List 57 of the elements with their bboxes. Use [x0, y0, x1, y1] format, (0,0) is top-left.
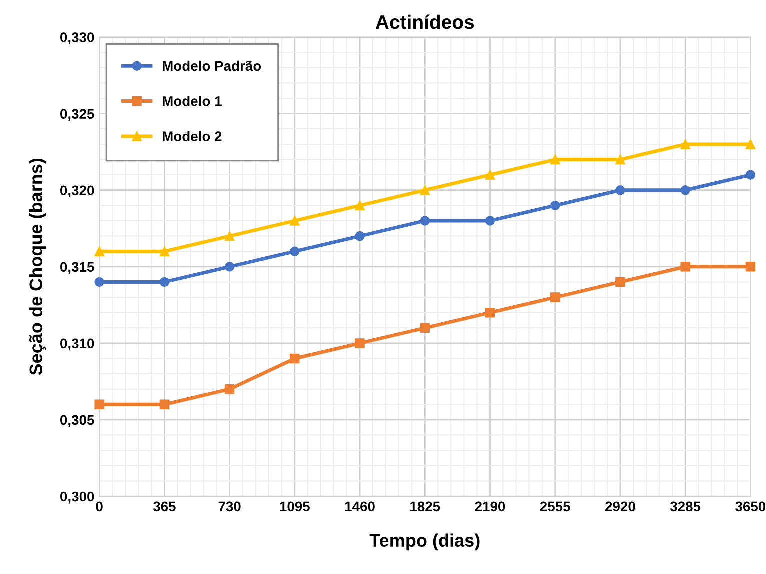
x-tick-label: 2555: [540, 502, 570, 512]
y-tick-label: 0,315: [60, 262, 94, 274]
legend-label: Modelo Padrão: [163, 60, 262, 72]
point: [224, 262, 235, 272]
point: [420, 216, 430, 226]
point: [420, 323, 430, 333]
y-tick-label: 0,305: [60, 415, 94, 428]
legend-label: Modelo 2: [163, 131, 222, 142]
x-tick-label: 1460: [345, 502, 375, 512]
point: [485, 170, 496, 180]
point: [160, 400, 170, 410]
y-tick-label: 0,330: [60, 32, 94, 44]
point: [94, 400, 104, 410]
y-axis-title: Seção de Choque (barns): [29, 158, 46, 376]
x-tick-label: 2920: [605, 502, 636, 512]
point: [550, 154, 560, 165]
x-tick-label: 2190: [475, 502, 506, 512]
point: [160, 277, 170, 288]
x-tick-label: 1095: [280, 502, 310, 512]
y-tick-label: 0,300: [60, 492, 94, 504]
point: [224, 384, 235, 394]
x-tick-label: 3650: [736, 502, 766, 512]
point: [94, 277, 104, 288]
point: [550, 200, 560, 211]
point: [680, 186, 690, 196]
point: [290, 354, 300, 364]
point: [355, 338, 365, 348]
point: [485, 308, 496, 318]
point: [746, 170, 756, 180]
y-tick-label: 0,310: [60, 338, 94, 351]
point: [746, 262, 756, 272]
point: [616, 277, 626, 288]
point: [224, 231, 235, 242]
x-tick-label: 730: [218, 502, 241, 512]
point: [160, 246, 170, 256]
point: [746, 140, 756, 150]
x-tick-label: 3285: [670, 502, 701, 512]
point: [616, 186, 626, 196]
y-tick-label: 0,320: [60, 186, 94, 198]
x-tick-label: 0: [96, 502, 103, 512]
point: [616, 154, 626, 165]
x-axis-title: Tempo (dias): [370, 534, 480, 551]
point: [485, 216, 496, 226]
point: [290, 216, 300, 226]
point: [355, 200, 365, 211]
y-tick-label: 0,325: [60, 109, 94, 122]
x-tick-label: 1825: [410, 502, 440, 512]
point: [420, 186, 430, 196]
point: [680, 140, 690, 150]
point: [550, 292, 560, 302]
legend-label: Modelo 1: [163, 96, 222, 106]
point: [290, 246, 300, 256]
point: [94, 246, 104, 256]
point: [355, 231, 365, 242]
point: [680, 262, 690, 272]
x-tick-label: 365: [153, 502, 176, 512]
chart-title: Actinídeos: [376, 14, 474, 30]
